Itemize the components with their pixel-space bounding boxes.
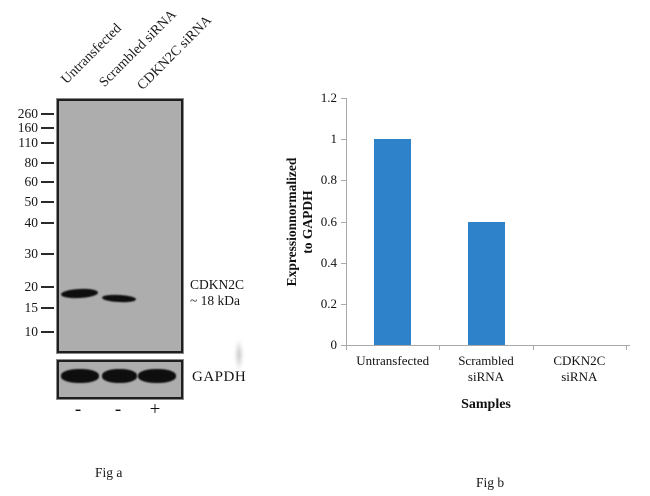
cdkn2c-band-lane1 — [60, 288, 98, 299]
cdkn2c-band-lane2 — [101, 294, 137, 303]
y-tick-0.8 — [341, 180, 346, 182]
y-tick-label-0.8: 0.8 — [320, 172, 337, 188]
bar-untransfected — [374, 139, 412, 345]
y-tick-label-0: 0 — [330, 337, 338, 352]
y-tick-label-0.2: 0.2 — [320, 295, 337, 311]
ladder-number: 60 — [24, 174, 39, 189]
ladder-marker-80: 80 — [0, 155, 56, 171]
ladder-marker-60: 60 — [0, 174, 56, 190]
gapdh-band-lane1 — [60, 369, 99, 383]
ladder-tick — [41, 307, 54, 309]
y-tick-0.4 — [341, 262, 346, 264]
ladder-marker-260: 260 — [0, 106, 56, 122]
ladder-marker-110: 110 — [0, 135, 56, 151]
gapdh-band-lane3 — [137, 369, 176, 383]
ladder-marker-10: 10 — [0, 324, 56, 340]
target-band-annotation: CDKN2C ~ 18 kDa — [190, 277, 244, 309]
x-axis-title: Samples — [461, 397, 511, 412]
ladder-marker-40: 40 — [0, 215, 56, 231]
ladder-tick — [41, 286, 54, 288]
x-axis-line — [342, 345, 630, 346]
y-tick-0.2 — [341, 303, 346, 305]
y-tick-label-1: 1 — [330, 131, 338, 147]
ladder-tick — [41, 222, 54, 224]
blot-main-panel — [57, 99, 243, 371]
y-tick-1.2 — [341, 98, 346, 99]
y-axis-title-line1: Expressionnormalized — [284, 157, 299, 287]
loading-control-label: GAPDH — [192, 369, 247, 385]
target-name-label: CDKN2C — [190, 277, 245, 292]
x-category-label-3: CDKN2C siRNA — [553, 353, 606, 384]
ladder-tick — [41, 253, 54, 255]
ladder-marker-30: 30 — [0, 246, 56, 262]
ladder-number: 110 — [18, 135, 38, 150]
ladder-tick — [41, 331, 54, 333]
ladder-number: 20 — [24, 279, 39, 294]
ladder-marker-160: 160 — [0, 120, 56, 136]
ladder-number: 30 — [24, 246, 39, 261]
y-tick-0.6 — [341, 221, 346, 223]
x-tick-0 — [346, 345, 347, 350]
fig-a-caption: Fig a — [95, 465, 123, 480]
faint-smudge — [235, 339, 243, 371]
ladder-tick — [41, 181, 54, 183]
target-mw-label: ~ 18 kDa — [190, 293, 241, 308]
ladder-tick — [41, 127, 54, 129]
ladder-number: 80 — [24, 155, 39, 170]
ladder-tick — [41, 162, 54, 164]
ladder-number: 260 — [17, 106, 38, 121]
ladder-marker-20: 20 — [0, 279, 56, 295]
ladder-number: 15 — [24, 300, 39, 315]
ladder-number: 40 — [24, 215, 39, 230]
lane-label-3: CDKN2C siRNA — [134, 13, 215, 94]
ladder-tick — [41, 113, 54, 115]
lane-sign-1: - — [74, 399, 82, 420]
ladder-number: 160 — [17, 120, 38, 135]
lane-sign-2: - — [114, 399, 122, 420]
bar-scrambled — [467, 221, 505, 345]
y-axis-line — [346, 98, 347, 345]
ladder-marker-15: 15 — [0, 300, 56, 316]
y-tick-1 — [341, 139, 346, 141]
x-category-label-2: Scrambled siRNA — [458, 353, 514, 384]
x-category-label-1: Untransfected — [356, 353, 430, 368]
ladder-number: 50 — [24, 194, 39, 209]
x-tick-1 — [439, 345, 441, 350]
y-tick-label-0.4: 0.4 — [320, 254, 337, 270]
fig-b-caption: Fig b — [476, 475, 505, 490]
x-tick-2 — [532, 345, 534, 350]
lane-sign-3: + — [149, 399, 161, 420]
ladder-tick — [41, 142, 54, 144]
x-tick-3 — [626, 345, 627, 350]
y-tick-0 — [341, 345, 346, 346]
ladder-number: 10 — [24, 324, 39, 339]
gapdh-band-lane2 — [102, 369, 137, 383]
y-tick-label-1.2: 1.2 — [320, 90, 337, 105]
blot-gapdh-panel — [57, 360, 183, 399]
ladder-marker-50: 50 — [0, 194, 56, 210]
ladder-tick — [41, 201, 54, 203]
y-tick-label-0.6: 0.6 — [320, 213, 337, 229]
